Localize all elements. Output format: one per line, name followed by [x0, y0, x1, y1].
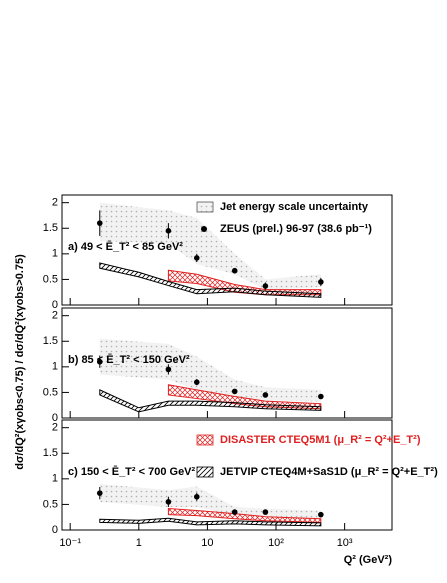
- data-point: [165, 499, 172, 505]
- band: [99, 202, 321, 290]
- y-axis-label: dσ/dQ²(xγobs<0.75) / dσ/dQ²(xγobs>0.75): [14, 254, 26, 470]
- y-tick-label: 1: [52, 473, 58, 485]
- band: [99, 338, 321, 402]
- x-tick-label: 10: [201, 537, 213, 549]
- panel-label: c) 150 < Ē_T² < 700 GeV²: [68, 466, 196, 478]
- y-tick-label: 1: [52, 248, 58, 260]
- legend-swatch: [196, 201, 214, 213]
- y-tick-label: 0.5: [43, 498, 58, 510]
- band: [99, 517, 322, 527]
- data-point: [231, 267, 238, 274]
- y-tick-label: 1.5: [43, 335, 58, 347]
- legend-label: JETVIP CTEQ4M+SaS1D (μ_R² = Q²+E_T²): [220, 466, 438, 478]
- data-point: [165, 228, 172, 234]
- plot-frame: [61, 419, 393, 531]
- plot-frame: [61, 307, 393, 419]
- data-point: [231, 388, 238, 395]
- data-point: [193, 379, 200, 385]
- data-point: [318, 393, 324, 400]
- data-point: [262, 283, 269, 289]
- y-tick-label: 2: [52, 197, 58, 209]
- data-point: [318, 279, 324, 285]
- legend-swatch: [196, 466, 214, 478]
- legend-marker: [201, 226, 207, 232]
- data-point: [96, 490, 103, 496]
- y-tick-label: 0: [52, 299, 58, 311]
- data-point: [318, 511, 324, 518]
- plot-frame: [61, 194, 393, 306]
- x-tick-label: 10³: [337, 537, 353, 549]
- data-point: [262, 392, 269, 398]
- data-point: [96, 220, 103, 226]
- y-tick-label: 1.5: [43, 222, 58, 234]
- y-tick-label: 1: [52, 361, 58, 373]
- data-point: [193, 493, 200, 500]
- legend-label: ZEUS (prel.) 96-97 (38.6 pb⁻¹): [220, 223, 372, 235]
- x-axis-label: Q² (GeV²): [344, 554, 393, 566]
- y-tick-label: 1.5: [43, 447, 58, 459]
- data-point: [165, 366, 172, 373]
- y-tick-label: 0: [52, 412, 58, 424]
- legend-swatch: [196, 434, 214, 446]
- data-point: [96, 358, 103, 365]
- x-tick-label: 10²: [268, 537, 284, 549]
- legend-label: Jet energy scale uncertainty: [220, 201, 369, 213]
- x-tick-label: 10⁻¹: [59, 537, 81, 549]
- y-tick-label: 2: [52, 422, 58, 434]
- data-point: [231, 509, 238, 515]
- y-tick-label: 0.5: [43, 386, 58, 398]
- band: [99, 262, 322, 298]
- band: [167, 507, 322, 523]
- panel-label: b) 85 < Ē_T² < 150 GeV²: [68, 354, 190, 366]
- y-tick-label: 2: [52, 310, 58, 322]
- band: [99, 389, 322, 413]
- data-point: [262, 509, 269, 515]
- panel-label: a) 49 < Ē_T² < 85 GeV²: [68, 241, 183, 253]
- x-tick-label: 1: [136, 537, 142, 549]
- legend-label: DISASTER CTEQ5M1 (μ_R² = Q²+E_T²): [220, 434, 421, 446]
- y-tick-label: 0.5: [43, 273, 58, 285]
- y-tick-label: 0: [52, 524, 58, 536]
- data-point: [193, 255, 200, 261]
